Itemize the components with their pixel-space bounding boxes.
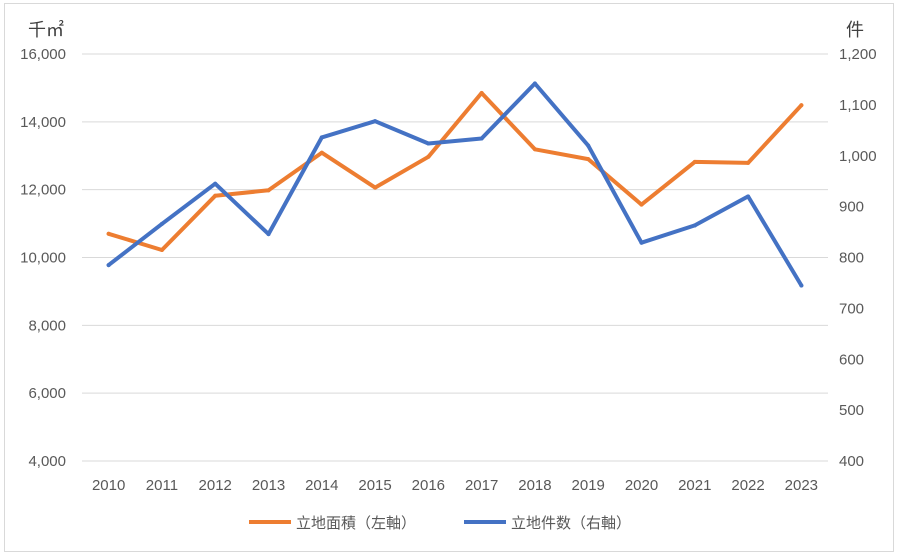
x-tick-label: 2021 [678,477,711,494]
data-point [692,159,697,164]
data-point [692,223,697,228]
data-point [479,91,484,96]
legend-label-area: 立地面積（左軸） [296,514,416,532]
data-point [426,154,431,159]
right-tick-label: 800 [839,250,864,267]
data-point [746,194,751,199]
left-tick-label: 14,000 [20,114,66,131]
right-tick-label: 900 [839,199,864,216]
x-axis-ticks: 2010 2011 2012 2013 2014 2015 2016 2017 2018 2019… [92,477,818,494]
data-point [799,283,804,288]
data-point [106,231,111,236]
data-point [586,143,591,148]
left-tick-label: 8,000 [28,317,66,334]
legend-label-count: 立地件数（右軸） [511,514,631,532]
x-tick-label: 2022 [731,477,764,494]
right-tick-label: 400 [839,453,864,470]
data-point [213,193,218,198]
data-point [746,160,751,165]
left-tick-label: 6,000 [28,385,66,402]
x-tick-label: 2012 [199,477,232,494]
data-point [159,248,164,253]
data-point [266,188,271,193]
x-tick-label: 2016 [412,477,445,494]
x-tick-label: 2017 [465,477,498,494]
data-point [639,202,644,207]
left-tick-label: 10,000 [20,250,66,267]
right-tick-label: 500 [839,402,864,419]
left-axis-unit: 千㎡ [28,19,64,41]
x-tick-label: 2023 [785,477,818,494]
data-point [106,263,111,268]
right-tick-label: 1,000 [839,148,877,165]
data-point [799,103,804,108]
series-line-count [106,81,804,288]
data-point [319,150,324,155]
data-point [479,136,484,141]
data-point [373,119,378,124]
left-tick-label: 4,000 [28,453,66,470]
x-tick-label: 2020 [625,477,658,494]
data-point [213,181,218,186]
x-tick-label: 2018 [518,477,551,494]
legend: 立地面積（左軸） 立地件数（右軸） [249,514,631,532]
data-point [532,147,537,152]
series-line-area [106,91,804,252]
data-point [586,157,591,162]
series-lines [106,81,804,288]
right-tick-label: 600 [839,351,864,368]
data-point [639,240,644,245]
right-tick-label: 700 [839,300,864,317]
x-tick-label: 2014 [305,477,338,494]
data-point [266,232,271,237]
left-tick-label: 12,000 [20,182,66,199]
data-point [373,185,378,190]
right-axis-unit: 件 [846,20,864,41]
x-tick-label: 2015 [358,477,391,494]
right-tick-label: 1,100 [839,97,877,114]
x-tick-label: 2013 [252,477,285,494]
right-tick-label: 1,200 [839,46,877,63]
data-point [319,135,324,140]
x-tick-label: 2010 [92,477,125,494]
right-axis-ticks: 400 500 600 700 800 900 1,000 1,100 1,200 [839,46,877,470]
gridlines [82,53,828,462]
left-axis-ticks: 4,000 6,000 8,000 10,000 12,000 14,000 16,000 [20,46,66,470]
x-tick-label: 2019 [572,477,605,494]
data-point [532,81,537,86]
data-point [159,221,164,226]
left-tick-label: 16,000 [20,46,66,63]
x-tick-label: 2011 [146,477,178,494]
data-point [426,141,431,146]
